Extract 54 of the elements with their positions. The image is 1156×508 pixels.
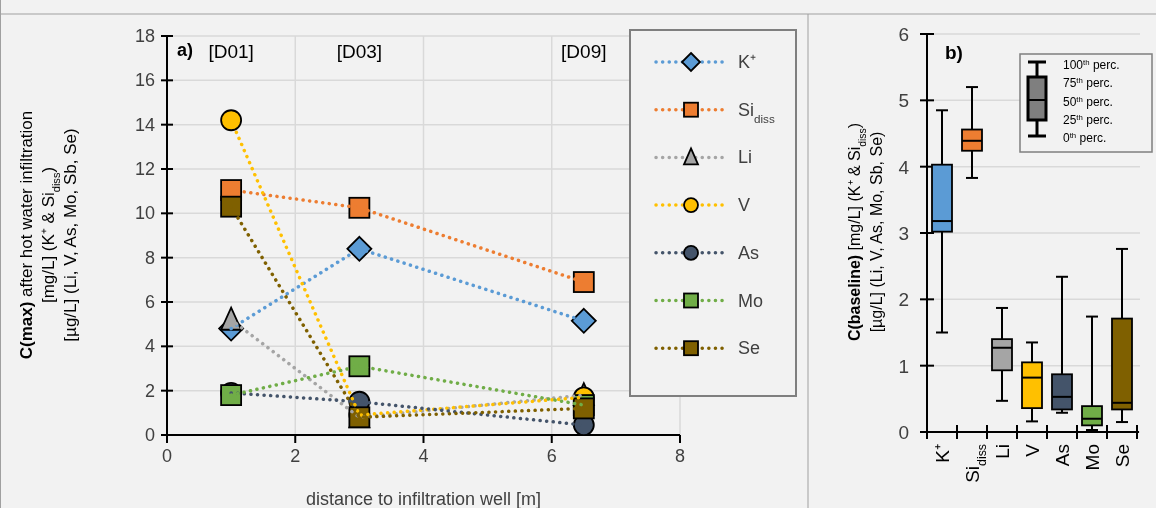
legend-label: Mo	[738, 290, 764, 311]
y-tick-label: 10	[134, 203, 155, 224]
point	[572, 271, 595, 293]
annotation: a)	[177, 40, 194, 60]
legend-label: As	[738, 242, 760, 263]
point	[348, 355, 371, 378]
y-tick-label: 8	[144, 247, 155, 268]
point	[346, 235, 373, 262]
x-tick-label: Li	[992, 444, 1013, 459]
x-tick-label: V	[1022, 443, 1043, 457]
y-tick-label: 0	[898, 422, 909, 443]
annotation: [D01]	[208, 41, 254, 62]
y-tick-label: 4	[144, 336, 155, 357]
y-tick-label: 6	[898, 24, 909, 45]
legend-label: Se	[738, 338, 761, 359]
x-tick-label: 8	[674, 446, 686, 466]
x-tick-label: As	[1052, 444, 1073, 467]
legend-label: Li	[738, 147, 753, 168]
point	[348, 196, 371, 219]
y-tick-label: 2	[898, 289, 909, 311]
y-tick-label: 3	[898, 223, 909, 244]
legend-label: V	[738, 195, 751, 216]
annotation: 25$^{th}$ perc.	[1063, 112, 1113, 127]
point	[220, 195, 243, 218]
y-tick-label: 4	[898, 156, 910, 178]
x-tick-label: Se	[1112, 444, 1133, 468]
y-tick-label: 14	[134, 114, 155, 135]
y-tick-label: 16	[134, 70, 155, 91]
point	[570, 307, 597, 334]
annotation: 100$^{th}$ perc.	[1063, 57, 1120, 72]
annotation: b)	[945, 42, 963, 63]
annotation: [D09]	[561, 41, 607, 62]
x-axis-title: distance to infiltration well [m]	[305, 489, 542, 508]
y-tick-label: 12	[134, 159, 155, 179]
legend-label: Si$_{diss}$	[738, 99, 775, 125]
y-tick-label: 1	[898, 355, 909, 377]
x-tick-label: 2	[290, 446, 301, 466]
y-tick-label: 18	[134, 26, 155, 46]
annotation: [D03]	[336, 41, 383, 62]
legend-label: K⁺	[738, 52, 757, 72]
x-tick-label: 6	[546, 446, 557, 466]
annotation: 0$^{th}$ perc.	[1063, 130, 1107, 146]
x-tick-label: Mo	[1082, 444, 1103, 471]
point	[220, 109, 243, 132]
x-tick-label: 4	[418, 446, 429, 466]
y-tick-label: 5	[898, 90, 909, 112]
x-tick-label: 0	[161, 446, 173, 466]
y-tick-label: 6	[144, 292, 155, 312]
y-tick-label: 2	[144, 380, 155, 401]
annotation: 75$^{th}$ perc.	[1063, 75, 1113, 91]
point	[220, 306, 243, 331]
annotation: 50$^{th}$ perc.	[1063, 94, 1113, 109]
x-tick-label: K⁺	[932, 444, 953, 463]
y-tick-label: 0	[144, 425, 155, 445]
